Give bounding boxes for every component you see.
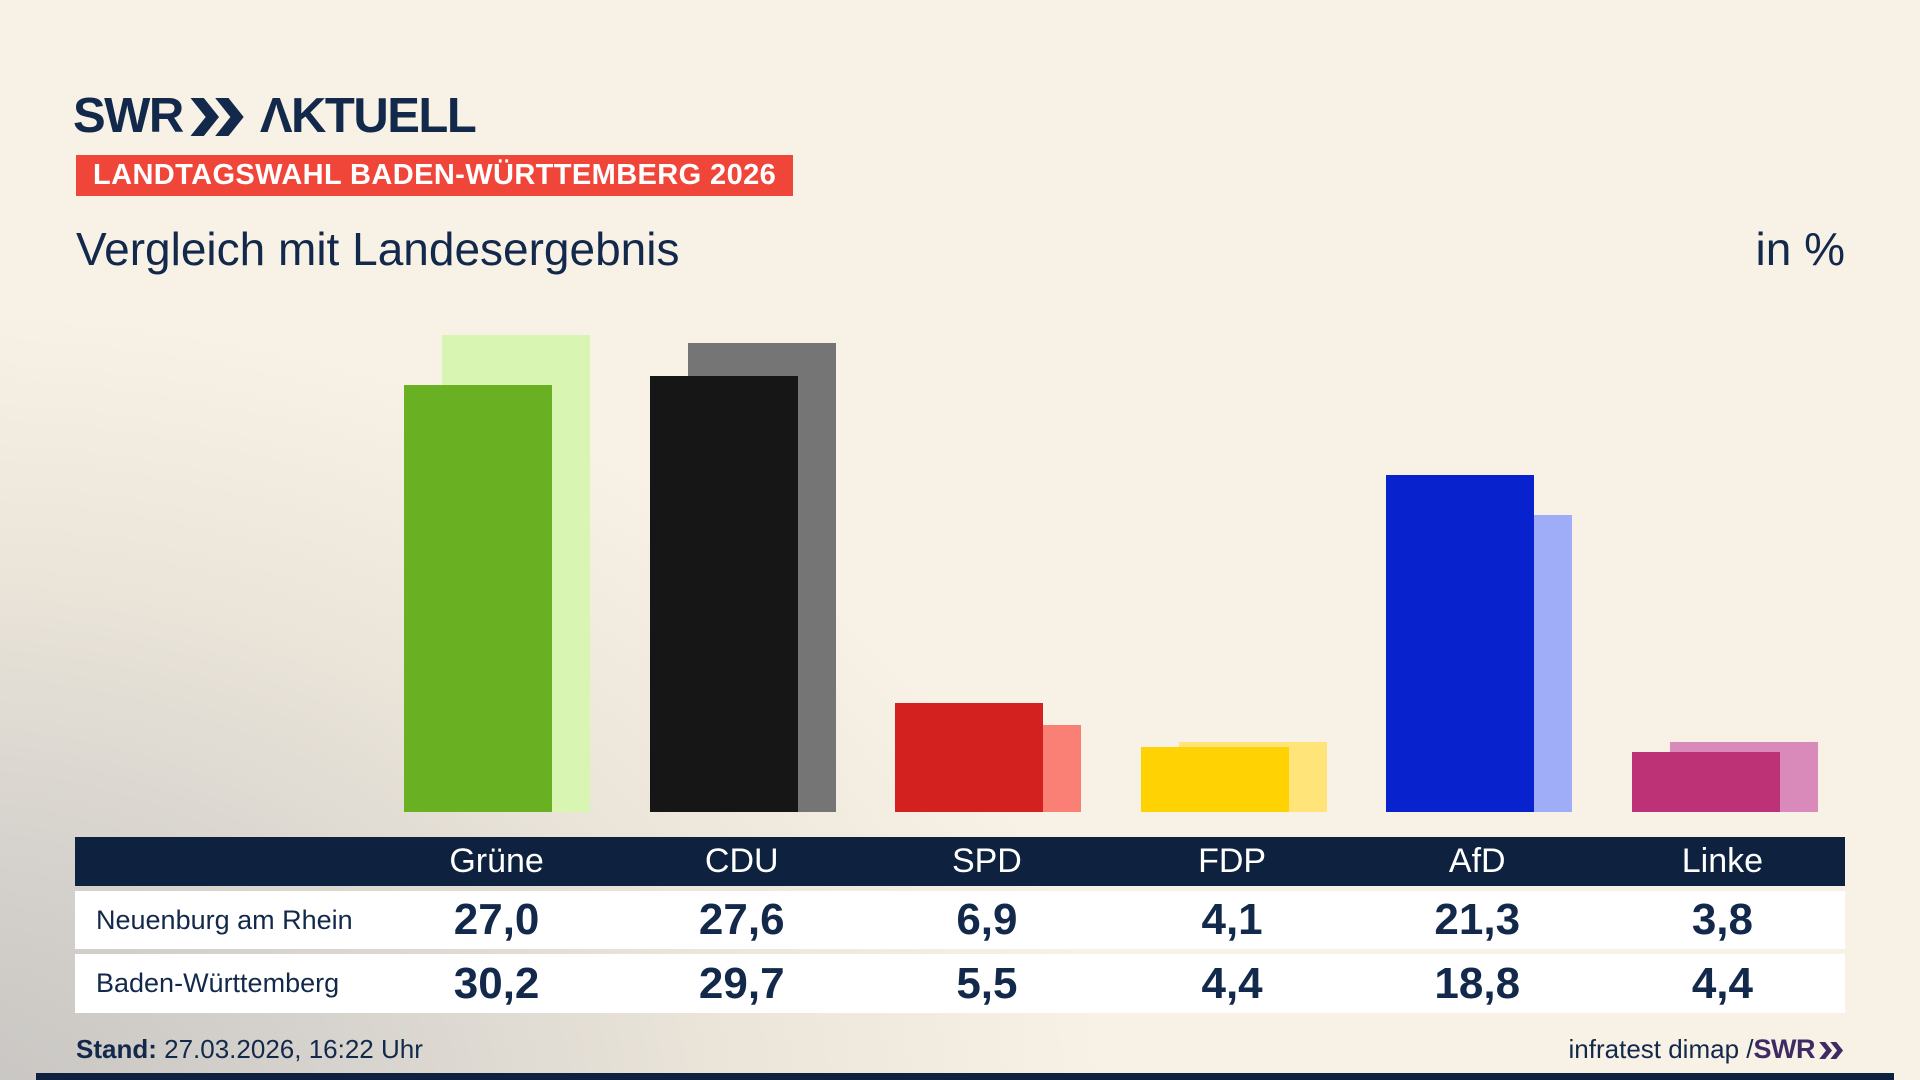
aktuell-wordmark: ΛKTUELL xyxy=(259,89,477,143)
party-header-SPD: SPD xyxy=(951,842,1022,880)
table-header-row: Grüne CDU SPD FDP AfD Linke xyxy=(75,837,1845,886)
row-label: Neuenburg am Rhein xyxy=(96,904,353,935)
stand-value: 27.03.2026, 16:22 Uhr xyxy=(156,1034,423,1064)
result-value: 4,4 xyxy=(1691,958,1753,1008)
result-value: 27,6 xyxy=(698,895,785,944)
election-badge: LANDTAGSWAHL BADEN-WÜRTTEMBERG 2026 xyxy=(76,155,794,196)
table-row-state: Baden-Württemberg 30,2 29,7 5,5 4,4 18,8 4,4 xyxy=(75,954,1845,1013)
table-row-local: Neuenburg am Rhein 27,0 27,6 6,9 4,1 21,3 3,8 xyxy=(75,891,1845,949)
result-value: 30,2 xyxy=(453,958,540,1008)
swr-double-chevron-icon xyxy=(190,98,244,136)
source-credit: infratest dimap / SWR xyxy=(1569,1034,1845,1065)
source-text: infratest dimap / xyxy=(1568,1034,1754,1064)
unit-label: in % xyxy=(1755,223,1845,275)
bar-local-Grüne xyxy=(404,385,552,812)
result-value: 4,4 xyxy=(1201,958,1263,1008)
swr-aktuell-logo: SWR ΛKTUELL xyxy=(73,88,477,144)
party-header-Linke: Linke xyxy=(1681,842,1764,880)
source-swr-chevron-icon xyxy=(1819,1042,1844,1059)
bar-local-FDP xyxy=(1140,747,1289,812)
result-value: 4,1 xyxy=(1201,895,1263,944)
party-header-FDP: FDP xyxy=(1198,842,1267,880)
chart-title: Vergleich mit Landesergebnis xyxy=(76,223,680,275)
source-swr-logo: SWR xyxy=(1754,1034,1846,1065)
party-header-CDU: CDU xyxy=(704,842,779,880)
bottom-accent-bar xyxy=(36,1073,1894,1080)
result-value: 18,8 xyxy=(1434,958,1521,1008)
source-swr-wordmark: SWR xyxy=(1753,1034,1816,1064)
party-header-AfD: AfD xyxy=(1448,842,1506,880)
stand-label: Stand: xyxy=(76,1034,157,1064)
party-header-Grüne: Grüne xyxy=(449,842,544,880)
result-value: 27,0 xyxy=(453,895,540,944)
result-value: 5,5 xyxy=(956,958,1018,1008)
row-label: Baden-Württemberg xyxy=(96,968,340,998)
bar-local-SPD xyxy=(895,703,1043,812)
result-value: 29,7 xyxy=(698,958,785,1008)
bar-local-AfD xyxy=(1386,475,1534,812)
stand-timestamp: Stand: 27.03.2026, 16:22 Uhr xyxy=(76,1034,423,1065)
result-value: 6,9 xyxy=(956,895,1018,944)
swr-wordmark: SWR xyxy=(73,89,184,143)
result-value: 21,3 xyxy=(1434,895,1521,944)
result-value: 3,8 xyxy=(1691,895,1753,944)
bar-local-CDU xyxy=(649,376,798,812)
bar-local-Linke xyxy=(1631,752,1780,812)
